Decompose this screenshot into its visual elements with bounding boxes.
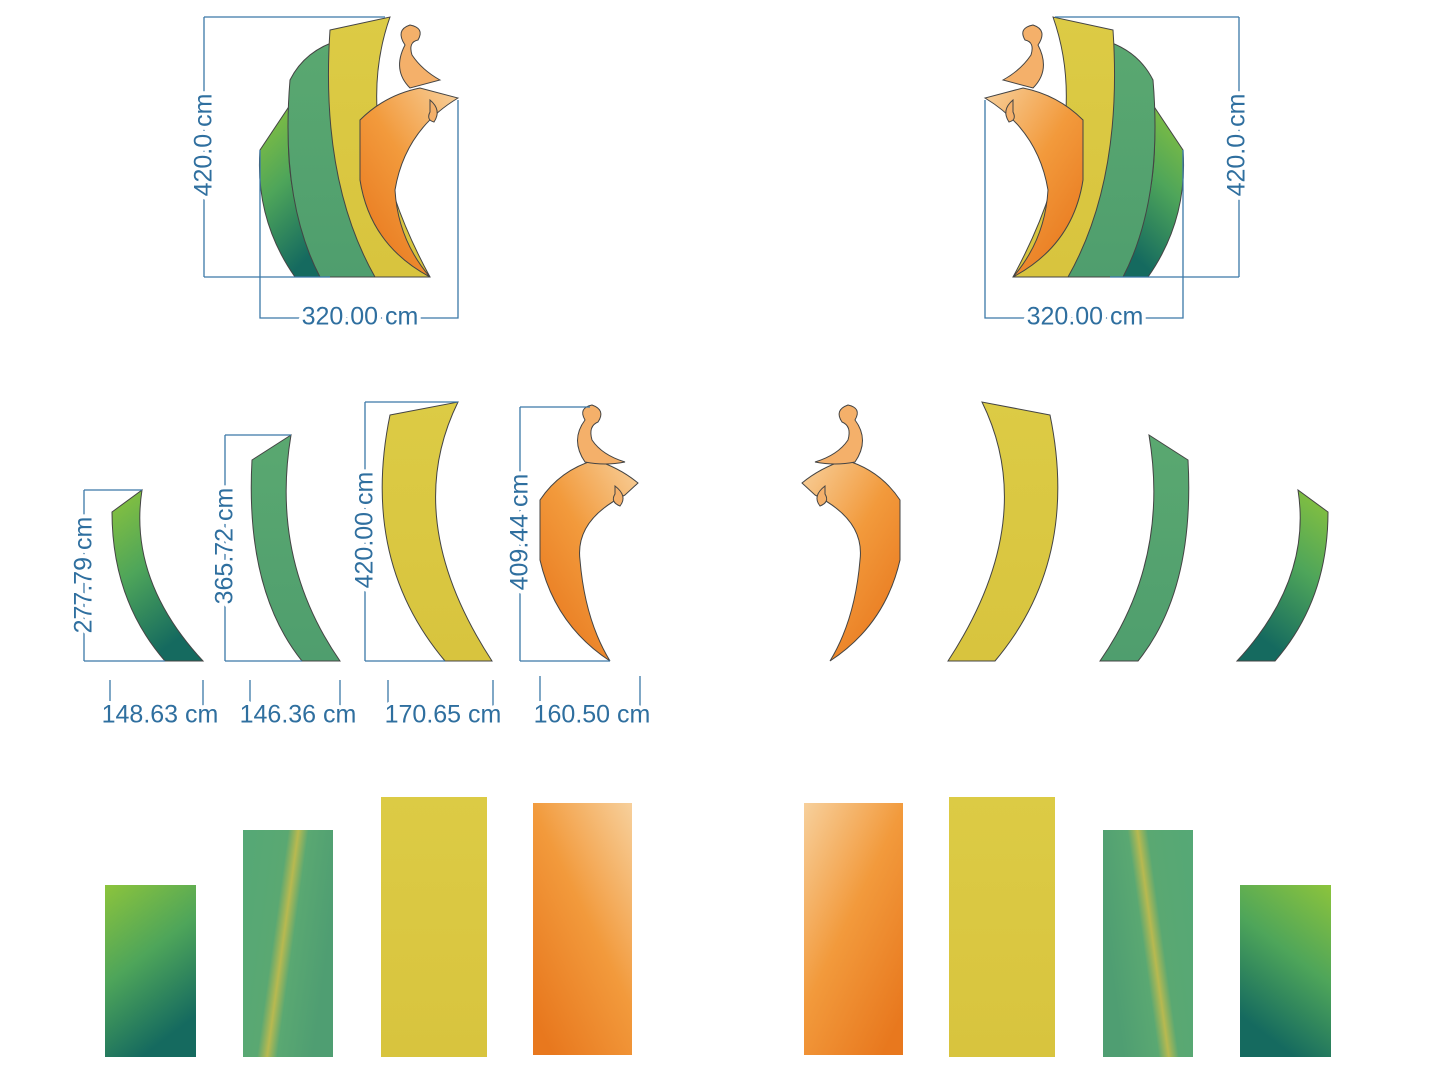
piece-height: 420.00 cm: [351, 472, 379, 589]
piece-width: 146.36 cm: [240, 701, 357, 729]
width-label: 320.00 cm: [1027, 303, 1144, 331]
swatches-right: [804, 797, 1331, 1057]
piece-width: 170.65 cm: [385, 701, 502, 729]
assembly-right: [984, 16, 1185, 278]
height-label: 420.0 cm: [190, 94, 218, 197]
assembly-left: [258, 16, 459, 278]
piece-height: 409.44 cm: [506, 474, 534, 591]
piece-height: 277.79 cm: [70, 517, 98, 634]
pieces-right: [801, 401, 1329, 662]
piece-width: 160.50 cm: [534, 701, 651, 729]
assembly-left-dims: 420.0 cm 320.00 cm: [186, 16, 459, 335]
piece-width: 148.63 cm: [102, 701, 219, 729]
height-label: 420.0 cm: [1223, 94, 1251, 197]
piece-dims: 277.79 cm 365.72 cm 420.00 cm 409.44 cm …: [66, 401, 654, 733]
piece-height: 365.72 cm: [211, 488, 239, 605]
width-label: 320.00 cm: [302, 303, 419, 331]
swatches-left: [105, 797, 632, 1057]
assembly-right-dims: 420.0 cm 320.00 cm: [984, 16, 1255, 335]
